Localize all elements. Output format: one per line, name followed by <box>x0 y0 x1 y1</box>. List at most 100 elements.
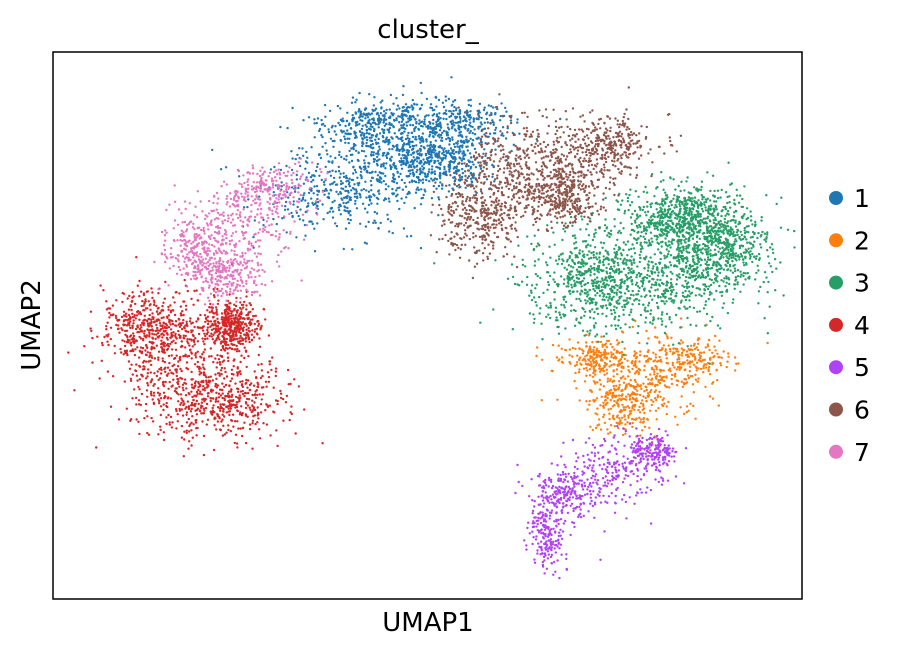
data-point <box>494 259 497 262</box>
data-point <box>624 377 627 380</box>
data-point <box>456 112 460 115</box>
data-point <box>639 225 642 229</box>
data-point <box>704 385 707 389</box>
data-point <box>132 322 135 325</box>
data-point <box>618 247 622 250</box>
data-point <box>448 170 451 173</box>
data-point <box>731 259 734 263</box>
data-point <box>705 260 709 264</box>
data-point <box>685 405 689 408</box>
data-point <box>691 197 694 200</box>
data-point <box>383 151 386 155</box>
data-point <box>635 397 638 400</box>
data-point <box>675 232 679 236</box>
data-point <box>645 294 648 297</box>
data-point <box>421 132 425 135</box>
data-point <box>335 133 338 136</box>
data-point <box>280 181 283 184</box>
data-point <box>594 301 597 304</box>
data-point <box>615 300 618 303</box>
data-point <box>377 142 380 145</box>
data-point <box>592 350 595 353</box>
data-point <box>615 415 619 419</box>
data-point <box>708 208 711 211</box>
data-point <box>387 128 390 132</box>
data-point <box>429 143 433 146</box>
data-point <box>676 254 680 257</box>
data-point <box>709 236 713 239</box>
data-point <box>328 210 331 213</box>
data-point <box>428 135 431 138</box>
data-point <box>639 206 642 210</box>
data-point <box>432 151 436 154</box>
data-point <box>683 305 686 308</box>
data-point <box>743 226 746 230</box>
data-point <box>383 197 387 200</box>
data-point <box>752 245 755 248</box>
data-point <box>625 383 628 386</box>
data-point <box>601 298 604 301</box>
data-point <box>504 137 508 140</box>
data-point <box>451 138 454 141</box>
data-point <box>455 167 458 170</box>
data-point <box>638 286 641 290</box>
data-point <box>346 206 349 210</box>
data-point <box>511 275 515 279</box>
data-point <box>661 266 664 270</box>
data-point <box>608 417 611 421</box>
data-point <box>446 131 449 134</box>
data-point <box>584 299 587 302</box>
data-point <box>662 294 665 297</box>
data-point <box>650 403 653 407</box>
data-point <box>438 167 442 171</box>
data-point <box>604 196 607 200</box>
data-point <box>650 173 654 176</box>
data-point <box>449 147 453 150</box>
data-point <box>334 222 337 225</box>
data-point <box>589 356 592 360</box>
data-point <box>285 164 288 168</box>
data-point <box>346 137 349 140</box>
data-point <box>644 396 647 400</box>
data-point <box>671 209 675 213</box>
data-point <box>732 243 735 246</box>
data-point <box>665 376 668 379</box>
data-point <box>410 118 413 121</box>
data-point <box>720 279 723 282</box>
data-point <box>647 304 650 307</box>
data-point <box>424 154 428 157</box>
data-point <box>657 242 661 246</box>
data-point <box>533 264 536 267</box>
data-point <box>697 206 700 210</box>
data-point <box>355 190 358 193</box>
data-point <box>664 243 668 246</box>
data-point <box>640 387 643 390</box>
data-point <box>359 196 362 199</box>
data-point <box>375 152 378 155</box>
data-point <box>591 341 594 344</box>
data-point <box>370 171 373 174</box>
data-point <box>589 256 593 260</box>
data-point <box>219 168 223 171</box>
data-point <box>672 288 675 291</box>
data-point <box>738 246 742 250</box>
data-point <box>567 282 570 285</box>
data-point <box>631 425 634 429</box>
data-point <box>727 257 731 261</box>
data-point <box>494 128 497 132</box>
data-point <box>349 132 352 136</box>
data-point <box>472 120 475 123</box>
data-point <box>702 371 705 374</box>
data-point <box>407 190 411 194</box>
data-point <box>683 189 686 192</box>
data-point <box>659 228 663 231</box>
data-point <box>512 143 515 146</box>
data-point <box>662 300 665 303</box>
data-point <box>377 197 380 201</box>
data-point <box>412 174 415 178</box>
data-point <box>233 441 236 445</box>
data-point <box>456 145 459 148</box>
data-point <box>695 324 698 327</box>
data-point <box>666 289 670 293</box>
data-point <box>578 399 581 402</box>
